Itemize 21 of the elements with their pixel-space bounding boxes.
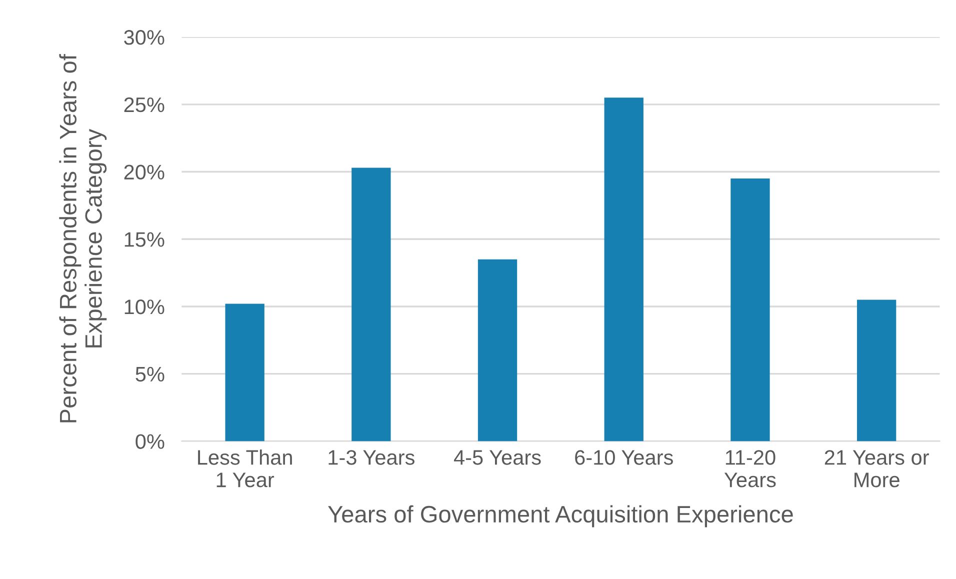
x-tick-label: 6-10 Years — [575, 450, 673, 465]
y-tick-label: 15% — [124, 232, 164, 247]
x-tick-label: 21 Years or More — [824, 450, 929, 488]
bar — [478, 259, 518, 442]
y-tick-label: 25% — [124, 97, 164, 112]
bar — [856, 300, 896, 442]
y-tick-label: 10% — [124, 299, 164, 314]
y-axis-title: Percent of Respondents in Years of Experience Category — [59, 54, 107, 422]
bar — [352, 168, 391, 442]
y-tick-label: 5% — [136, 366, 164, 382]
x-tick-label: 11-20 Years — [724, 450, 776, 488]
y-tick-label: 20% — [124, 164, 164, 180]
x-axis-title: Years of Government Acquisition Experience — [328, 505, 793, 528]
bar — [730, 178, 770, 442]
y-tick-label: 0% — [136, 434, 164, 449]
x-tick-label: 4-5 Years — [454, 450, 541, 465]
y-tick-label: 30% — [124, 30, 164, 45]
bar — [225, 304, 264, 442]
x-tick-label: Less Than 1 Year — [198, 450, 292, 488]
x-tick-label: 1-3 Years — [328, 450, 414, 465]
bar — [604, 98, 644, 442]
